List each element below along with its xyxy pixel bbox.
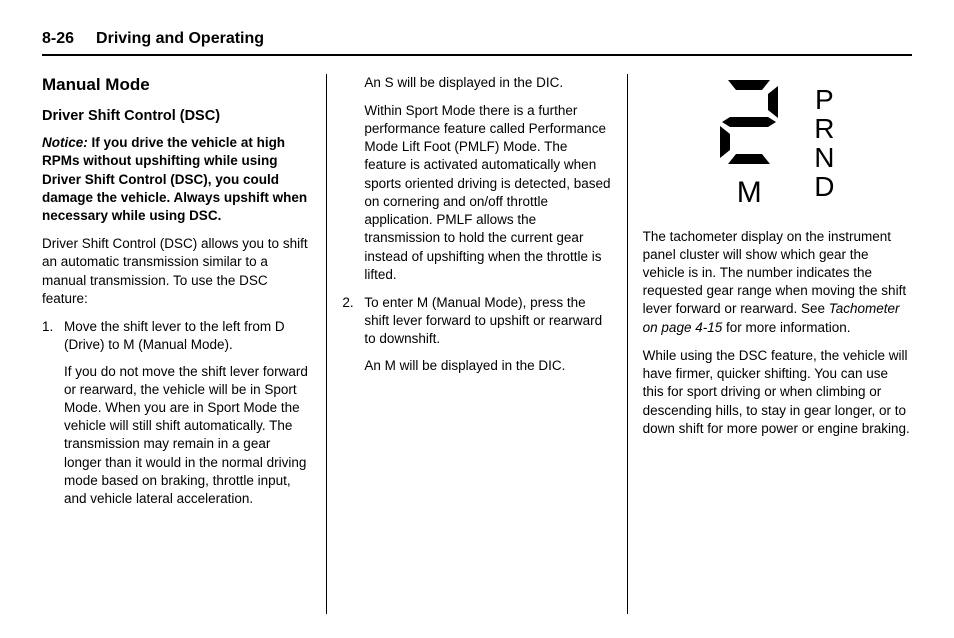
gear-letter-m: M [737, 178, 762, 208]
content-columns: Manual Mode Driver Shift Control (DSC) N… [42, 74, 912, 614]
step-2-text: To enter M (Manual Mode), press the shif… [364, 295, 602, 346]
step-1: Move the shift lever to the left from D … [42, 318, 311, 508]
gear-letter-n: N [814, 144, 834, 172]
subsection-heading: Driver Shift Control (DSC) [42, 107, 311, 127]
col2-p1: An S will be displayed in the DIC. [364, 74, 611, 92]
col3-p1: The tachometer display on the instrument… [643, 228, 912, 337]
gear-letter-d: D [814, 173, 834, 201]
column-3: M P R N D The tachometer display on the … [627, 74, 912, 614]
section-heading: Manual Mode [42, 74, 311, 97]
page-header: 8-26 Driving and Operating [42, 28, 912, 56]
step-1-detail: If you do not move the shift lever forwa… [64, 363, 311, 509]
notice-block: Notice: If you drive the vehicle at high… [42, 134, 311, 225]
page-number: 8-26 [42, 28, 74, 50]
step-list: Move the shift lever to the left from D … [42, 318, 311, 508]
step-2: To enter M (Manual Mode), press the shif… [342, 294, 611, 375]
step-1-text: Move the shift lever to the left from D … [64, 319, 285, 352]
chapter-title: Driving and Operating [96, 28, 264, 50]
gear-letter-r: R [814, 115, 834, 143]
col3-p2: While using the DSC feature, the vehicle… [643, 347, 912, 438]
step-list-cont: To enter M (Manual Mode), press the shif… [342, 294, 611, 375]
seven-segment-2-icon [720, 80, 778, 164]
gear-indicator-figure: M P R N D [643, 74, 912, 212]
notice-label: Notice: [42, 135, 88, 150]
step-2-detail: An M will be displayed in the DIC. [364, 357, 611, 375]
column-1: Manual Mode Driver Shift Control (DSC) N… [42, 74, 326, 614]
gear-right-stack: P R N D [814, 86, 834, 201]
col3-p1b: for more information. [722, 320, 850, 335]
gear-letter-p: P [815, 86, 834, 114]
col2-p2: Within Sport Mode there is a further per… [364, 102, 611, 284]
intro-paragraph: Driver Shift Control (DSC) allows you to… [42, 235, 311, 308]
gear-left-stack: M [720, 80, 778, 208]
column-2: An S will be displayed in the DIC. Withi… [326, 74, 626, 614]
